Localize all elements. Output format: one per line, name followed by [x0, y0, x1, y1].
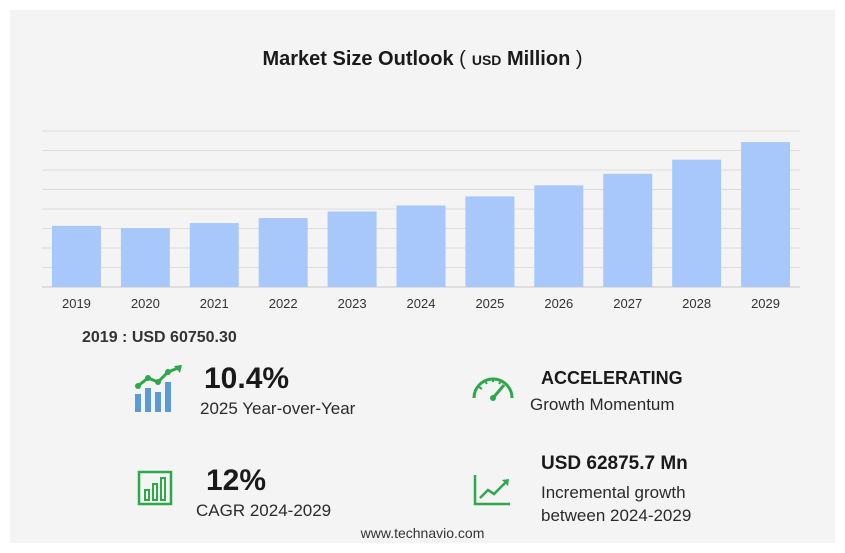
footer-source: www.technavio.com: [360, 525, 485, 541]
bar-2025: [465, 196, 515, 287]
x-tick-label-2023: 2023: [338, 296, 367, 311]
incremental-value: USD 62875.7 Mn: [541, 453, 688, 474]
bar-2024: [396, 205, 446, 287]
x-tick-label-2025: 2025: [475, 296, 504, 311]
cagr-value: 12%: [206, 464, 267, 497]
bar-chart: 2019 2020 2021 2022 2023 2024 2025 2026 2027 2028…: [42, 130, 800, 311]
bar-2029: [741, 142, 791, 287]
x-tick-label-2022: 2022: [269, 296, 298, 311]
title-close-paren: ): [575, 48, 583, 70]
bar-2019: [51, 225, 101, 287]
x-tick-label-2027: 2027: [613, 296, 642, 311]
bar-2023: [327, 211, 377, 287]
x-tick-label-2026: 2026: [544, 296, 573, 311]
trend-line-icon: [473, 475, 510, 506]
growth-chart-icon: [135, 365, 182, 412]
title-main: Market Size Outlook: [262, 48, 454, 70]
cagr-label: CAGR 2024-2029: [196, 501, 332, 520]
yoy-value: 10.4%: [204, 362, 290, 395]
bar-chart-icon: [137, 470, 173, 506]
bar-2028: [672, 159, 722, 287]
incremental-label-line1: Incremental growth: [541, 483, 686, 502]
bar-2021: [189, 223, 239, 287]
momentum-label: Growth Momentum: [530, 395, 675, 414]
x-tick-label-2028: 2028: [682, 296, 711, 311]
title-open-paren: (: [459, 48, 466, 70]
title-unit-word: Million: [506, 48, 571, 70]
bar-2022: [258, 218, 308, 287]
title-unit: USD: [471, 52, 502, 68]
incremental-label-line2: between 2024-2029: [541, 506, 692, 525]
bar-2020: [120, 228, 170, 287]
bar-2026: [534, 185, 584, 287]
yoy-label: 2025 Year-over-Year: [200, 399, 356, 418]
x-tick-label-2020: 2020: [131, 296, 160, 311]
base-year-value: 2019 : USD 60750.30: [82, 329, 237, 346]
chart-title: Market Size Outlook ( USD Million ): [0, 48, 845, 71]
momentum-value: ACCELERATING: [541, 368, 683, 388]
x-tick-label-2021: 2021: [200, 296, 229, 311]
x-tick-label-2019: 2019: [62, 296, 91, 311]
x-tick-label-2024: 2024: [407, 296, 436, 311]
x-tick-label-2029: 2029: [751, 296, 780, 311]
bar-2027: [603, 173, 653, 287]
speedometer-icon: [472, 377, 514, 401]
